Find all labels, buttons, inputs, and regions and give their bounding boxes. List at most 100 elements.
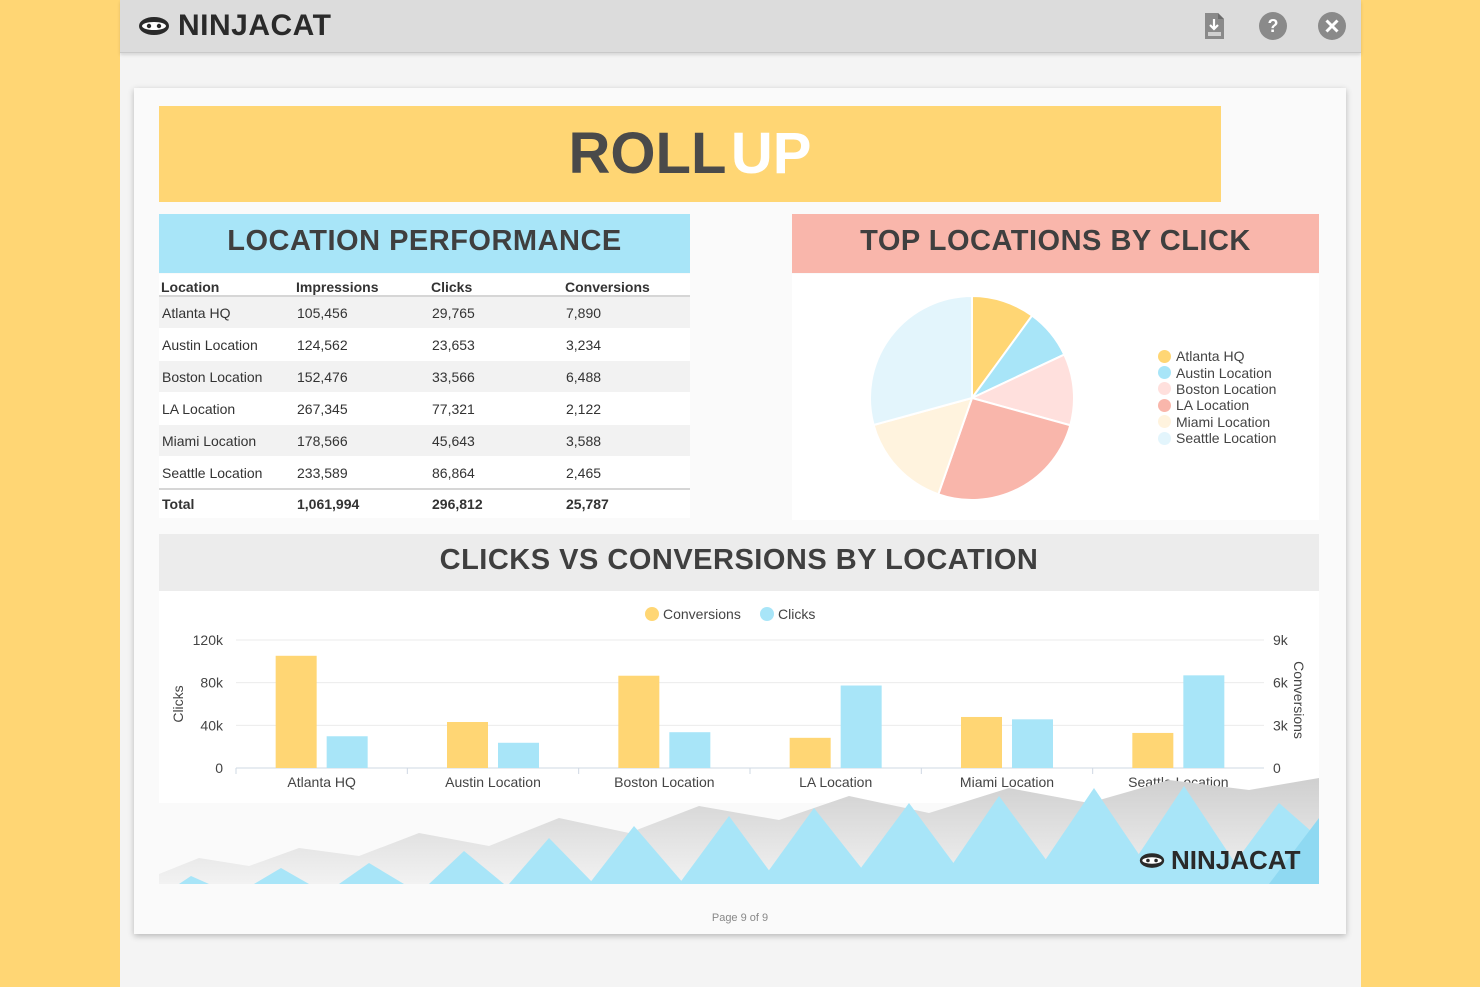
- table-cell: 124,562: [294, 328, 429, 361]
- x-tick-label: Austin Location: [445, 774, 541, 790]
- column-header: Location: [159, 274, 294, 297]
- table-cell: 7,890: [563, 296, 690, 329]
- bar-conversions[interactable]: [618, 675, 660, 768]
- legend-dot: [1158, 349, 1171, 363]
- table-row: Miami Location 178,566 45,643 3,588: [159, 424, 690, 457]
- bar-clicks[interactable]: [1183, 675, 1225, 768]
- x-tick-label: Atlanta HQ: [287, 774, 356, 790]
- legend-dot: [1158, 431, 1171, 445]
- table-cell: 6,488: [563, 360, 690, 393]
- pie-chart: [869, 294, 1075, 501]
- banner-title-white: UP: [730, 121, 812, 186]
- help-icon[interactable]: ?: [1257, 10, 1289, 42]
- legend-dot: [1158, 366, 1171, 380]
- table-cell: 152,476: [294, 360, 429, 393]
- table-cell: Miami Location: [159, 424, 294, 457]
- table-row: Boston Location 152,476 33,566 6,488: [159, 360, 690, 393]
- mountain-footer-art: [159, 778, 1319, 884]
- table-cell: 77,321: [429, 392, 563, 425]
- legend-label: Atlanta HQ: [1176, 348, 1245, 365]
- pie-slice-la-location[interactable]: [937, 396, 1072, 501]
- pie-slice-boston-location[interactable]: [969, 353, 1075, 427]
- table-cell: 25,787: [563, 488, 690, 518]
- ninja-mask-icon: [1139, 853, 1165, 868]
- pie-legend-item[interactable]: Austin Location: [1158, 364, 1276, 381]
- table-cell: 3,588: [563, 424, 690, 457]
- bar-conversions[interactable]: [447, 722, 488, 768]
- table-row: LA Location 267,345 77,321 2,122: [159, 392, 690, 425]
- top-bar: NINJACAT ?: [120, 0, 1361, 53]
- pie-legend-item[interactable]: LA Location: [1158, 397, 1276, 413]
- bar-clicks[interactable]: [326, 736, 368, 768]
- table-cell: 105,456: [294, 296, 429, 329]
- table-row: Atlanta HQ 105,456 29,765 7,890: [159, 296, 690, 329]
- y-tick-left: 0: [215, 760, 223, 776]
- table-cell: 296,812: [429, 488, 563, 518]
- location-performance-table-panel: Location Impressions Clicks Conversions …: [159, 274, 690, 518]
- pie-legend-item[interactable]: Boston Location: [1158, 381, 1276, 397]
- y-tick-left: 80k: [200, 675, 224, 691]
- pdf-download-icon[interactable]: [1198, 10, 1230, 42]
- bar-chart: Conversions Clicks 0 0 40k 3k 80k 6k 120k 9k Click…: [170, 606, 1307, 790]
- pie-legend: Atlanta HQ Austin Location Boston Location…: [1158, 348, 1276, 446]
- bar-chart-panel: Conversions Clicks 0 0 40k 3k 80k 6k 120k 9k Click…: [159, 591, 1319, 803]
- y-axis-title-right: Conversions: [1291, 661, 1307, 739]
- top-locations-heading: TOP LOCATIONS BY CLICK: [792, 214, 1319, 273]
- pie-legend-item[interactable]: Atlanta HQ: [1158, 348, 1276, 364]
- clicks-vs-conversions-heading: CLICKS VS CONVERSIONS BY LOCATION: [159, 534, 1319, 591]
- y-axis-title-left: Clicks: [170, 685, 186, 722]
- pie-slice-seattle-location[interactable]: [869, 294, 973, 427]
- bar-legend-label[interactable]: Conversions: [663, 606, 741, 622]
- page-number: Page 9 of 9: [711, 912, 769, 924]
- x-tick-label: Miami Location: [960, 774, 1054, 790]
- bar-conversions[interactable]: [1132, 732, 1174, 768]
- table-cell: 2,465: [563, 456, 690, 490]
- bar-conversions[interactable]: [789, 737, 831, 768]
- x-tick-label: LA Location: [799, 774, 872, 790]
- table-cell: 23,653: [429, 328, 563, 361]
- table-cell: 267,345: [294, 392, 429, 425]
- table-row: Seattle Location 233,589 86,864 2,465: [159, 456, 690, 490]
- brand-name: NINJACAT: [178, 9, 332, 42]
- table-cell: Boston Location: [159, 360, 294, 393]
- bar-legend-dot: [645, 607, 659, 621]
- bar-clicks[interactable]: [840, 685, 882, 768]
- table-header-row: Location Impressions Clicks Conversions: [159, 274, 690, 297]
- close-icon[interactable]: [1316, 10, 1348, 42]
- footer-brand-name: NINJACAT: [1171, 845, 1301, 875]
- table-cell: 178,566: [294, 424, 429, 457]
- bar-clicks[interactable]: [1012, 719, 1053, 768]
- footer-brand-logo: NINJACAT: [1139, 845, 1301, 876]
- legend-dot: [1158, 398, 1171, 412]
- table-cell: 86,864: [429, 456, 563, 490]
- svg-text:?: ?: [1268, 16, 1279, 36]
- pie-legend-item[interactable]: Miami Location: [1158, 414, 1276, 430]
- bar-legend-label[interactable]: Clicks: [778, 606, 815, 622]
- bar-clicks[interactable]: [669, 732, 711, 768]
- legend-label: Seattle Location: [1176, 430, 1277, 447]
- y-tick-right: 3k: [1273, 717, 1289, 733]
- pie-legend-item[interactable]: Seattle Location: [1158, 430, 1276, 446]
- legend-label: Boston Location: [1176, 380, 1277, 397]
- y-tick-right: 6k: [1273, 675, 1289, 691]
- table-cell: 233,589: [294, 456, 429, 490]
- table-cell: 2,122: [563, 392, 690, 425]
- x-tick-label: Boston Location: [614, 774, 714, 790]
- legend-label: Miami Location: [1176, 413, 1271, 430]
- location-performance-heading: LOCATION PERFORMANCE: [159, 214, 690, 273]
- bar-conversions[interactable]: [961, 716, 1002, 768]
- ninja-mask-icon: [139, 17, 169, 35]
- column-header: Conversions: [563, 274, 690, 297]
- bar-legend-dot: [760, 607, 774, 621]
- bar-clicks[interactable]: [498, 742, 539, 768]
- table-row: Austin Location 124,562 23,653 3,234: [159, 328, 690, 361]
- bar-conversions[interactable]: [275, 655, 317, 768]
- column-header: Impressions: [294, 274, 429, 297]
- brand-logo[interactable]: NINJACAT: [138, 9, 331, 43]
- table-cell: 33,566: [429, 360, 563, 393]
- pie-slice-miami-location[interactable]: [872, 396, 974, 496]
- table-total-row: Total 1,061,994 296,812 25,787: [159, 488, 690, 518]
- y-tick-left: 120k: [193, 632, 224, 648]
- table-cell: 45,643: [429, 424, 563, 457]
- table-cell: 3,234: [563, 328, 690, 361]
